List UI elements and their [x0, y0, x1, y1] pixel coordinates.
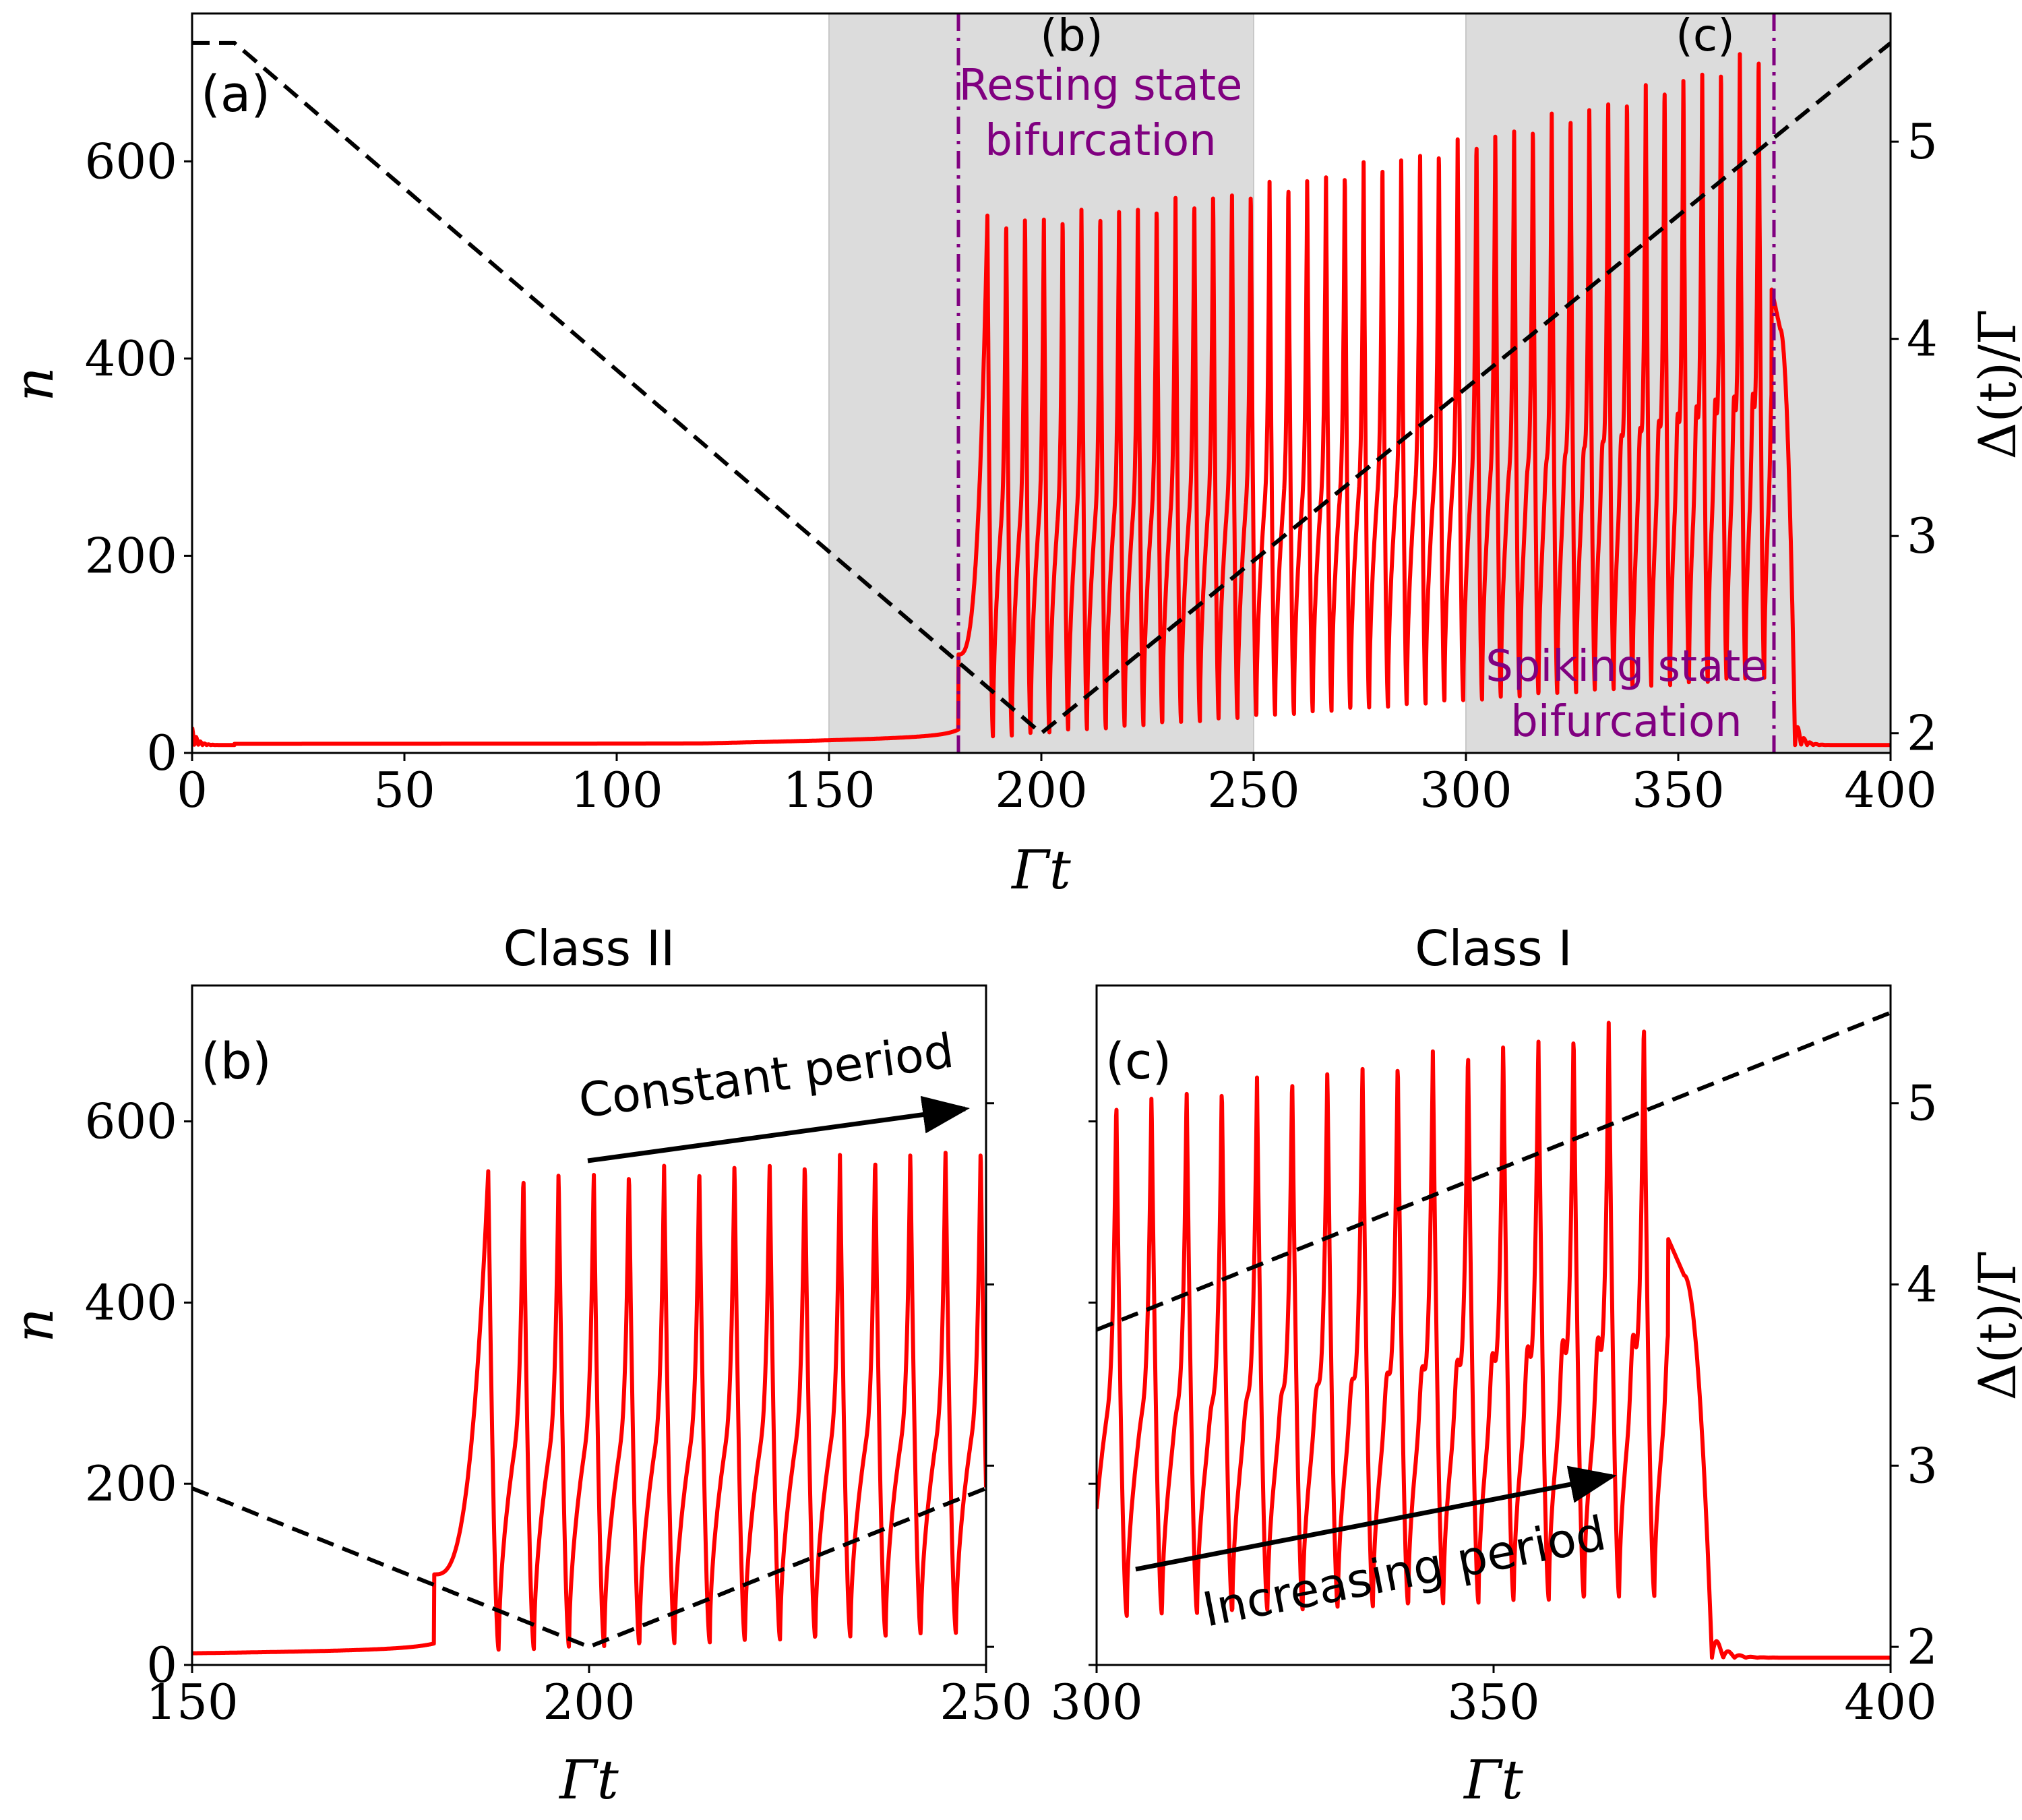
n-series-line: [1097, 1021, 1891, 1660]
y-tick-label-right: 4: [1907, 311, 1938, 367]
period-arrow: [1135, 1465, 1617, 1572]
y-axis-label-right: Δ(t)/Γ: [1967, 1250, 2022, 1400]
y-ticks-right: 2 3 4 5: [1891, 1075, 1938, 1675]
x-ticks: 0 50 100 150 200 250 300 350 400: [177, 753, 1937, 818]
y-ticks-left: 0 200 400 600: [85, 133, 192, 781]
x-axis-label: Γt: [1463, 1749, 1524, 1811]
x-tick-label: 0: [177, 762, 208, 818]
x-tick-label: 150: [146, 1674, 238, 1730]
panel-a: 0 200 400 600 2 3 4 5 0 50 100 150 200 250 300 350 400…: [3, 9, 2022, 901]
y-tick-label: 600: [85, 133, 177, 189]
n-series-line: [192, 1151, 986, 1656]
y-ticks-right: [986, 1102, 994, 1648]
y-ticks-left: [1089, 1120, 1097, 1666]
x-tick-label: 350: [1447, 1674, 1539, 1730]
panel-title: Class II: [503, 920, 675, 977]
x-tick-label: 250: [940, 1674, 1032, 1730]
y-tick-label: 0: [146, 1637, 177, 1693]
period-arrow: [587, 1095, 970, 1163]
panel-label: (b): [201, 1033, 272, 1091]
y-tick-label-right: 3: [1907, 1437, 1938, 1494]
x-tick-label: 100: [570, 762, 663, 818]
y-ticks-left: 0 200 400 600: [85, 1093, 192, 1693]
y-tick-label: 0: [146, 725, 177, 781]
y-ticks-right: 2 3 4 5: [1891, 113, 1938, 762]
y-axis-label-right: Δ(t)/Γ: [1967, 309, 2022, 459]
x-ticks: 300 350 400: [1050, 1665, 1937, 1730]
x-tick-label: 400: [1844, 762, 1936, 818]
delta-series-line: [1097, 1010, 1891, 1332]
y-tick-label-right: 3: [1907, 508, 1938, 564]
n-series-line: [192, 52, 1891, 748]
x-tick-label: 250: [1207, 762, 1299, 818]
y-tick-label-right: 5: [1907, 113, 1938, 170]
x-axis-label: Γt: [558, 1749, 619, 1811]
region-label-c: (c): [1676, 9, 1735, 61]
bifurcation-label-spiking-line1: Spiking state: [1485, 642, 1767, 692]
x-tick-label: 200: [995, 762, 1087, 818]
panel-title: Class I: [1415, 920, 1572, 977]
x-axis-label: Γt: [1010, 839, 1072, 901]
y-tick-label-right: 2: [1907, 1618, 1938, 1675]
x-tick-label: 400: [1844, 1674, 1936, 1730]
y-tick-label: 200: [85, 527, 177, 584]
y-axis-label: n: [3, 1308, 65, 1343]
x-tick-label: 350: [1632, 762, 1724, 818]
y-tick-label: 400: [85, 330, 177, 387]
panel-label: (c): [1105, 1033, 1171, 1091]
y-tick-label: 600: [85, 1093, 177, 1150]
bifurcation-label-resting-line2: bifurcation: [985, 116, 1216, 166]
delta-series-line: [192, 40, 1891, 736]
y-tick-label: 400: [85, 1274, 177, 1331]
x-tick-label: 300: [1050, 1674, 1142, 1730]
y-tick-label-right: 5: [1907, 1075, 1938, 1132]
y-tick-label-right: 2: [1907, 705, 1938, 762]
y-tick-label-right: 4: [1907, 1256, 1938, 1313]
y-axis-label: n: [3, 367, 65, 402]
panel-label: (a): [201, 65, 270, 123]
bifurcation-label-resting-line1: Resting state: [959, 61, 1243, 111]
y-tick-label: 200: [85, 1455, 177, 1512]
x-tick-label: 50: [373, 762, 435, 818]
x-tick-label: 200: [543, 1674, 635, 1730]
region-label-b: (b): [1040, 9, 1103, 61]
panel-b: 0 200 400 600 150 200 250 Class II Γt n (b) C…: [3, 920, 1033, 1811]
x-ticks: 150 200 250: [146, 1665, 1033, 1730]
bifurcation-label-spiking-line2: bifurcation: [1510, 697, 1742, 747]
x-tick-label: 150: [783, 762, 875, 818]
annotation-constant-period: Constant period: [576, 1023, 957, 1129]
x-tick-label: 300: [1419, 762, 1512, 818]
delta-series-line: [192, 1486, 986, 1649]
